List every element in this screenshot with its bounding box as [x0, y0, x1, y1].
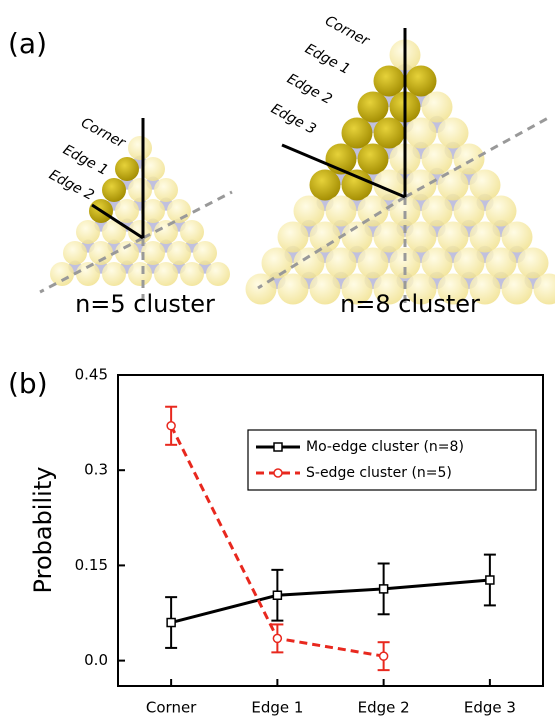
- sulfur-atom: [342, 170, 373, 201]
- sulfur-atom: [180, 262, 204, 286]
- sulfur-atom: [154, 262, 178, 286]
- sulfur-atom: [115, 199, 139, 223]
- sulfur-atom: [310, 274, 341, 305]
- sulfur-atom: [358, 248, 389, 279]
- sulfur-atom: [422, 92, 453, 123]
- sulfur-atom: [326, 196, 357, 227]
- sulfur-atom: [154, 178, 178, 202]
- sulfur-atom: [76, 220, 100, 244]
- sulfur-atom: [167, 241, 191, 265]
- sulfur-atom: [262, 248, 293, 279]
- panel-b: (b) 0.0 0.15 0.3 0.45 Corner Edge 1 Edge 2 Edge …: [8, 366, 543, 717]
- sulfur-atom: [518, 248, 549, 279]
- sulfur-atom: [115, 241, 139, 265]
- sulfur-atom: [502, 222, 533, 253]
- sulfur-atom: [167, 199, 191, 223]
- sulfur-atom: [141, 199, 165, 223]
- legend-label: Mo-edge cluster (n=8): [306, 439, 464, 455]
- sulfur-atom: [470, 170, 501, 201]
- marker: [273, 634, 281, 642]
- series-line: [171, 580, 490, 623]
- sulfur-atom: [310, 222, 341, 253]
- plot-frame: [118, 375, 543, 686]
- panel-label: (a): [8, 27, 47, 60]
- x-tick-label: Corner: [146, 699, 197, 717]
- y-tick-label: 0.0: [84, 651, 108, 669]
- marker: [273, 591, 281, 599]
- x-tick-label: Edge 1: [251, 699, 303, 717]
- y-tick-label: 0.15: [75, 556, 108, 574]
- y-axis-label: Probability: [29, 467, 57, 594]
- sulfur-atom: [374, 66, 405, 97]
- sulfur-atom: [470, 222, 501, 253]
- marker: [380, 585, 388, 593]
- site-label: Edge 2: [46, 167, 96, 204]
- panel-label: (b): [8, 367, 48, 400]
- sulfur-atom: [422, 196, 453, 227]
- sulfur-atom: [102, 178, 126, 202]
- x-tick-label: Edge 3: [464, 699, 516, 717]
- sulfur-atom: [180, 220, 204, 244]
- sulfur-atom: [406, 118, 437, 149]
- sulfur-atom: [141, 241, 165, 265]
- legend-label: S-edge cluster (n=5): [306, 465, 452, 481]
- sulfur-atom: [206, 262, 230, 286]
- y-tick-label: 0.45: [75, 366, 108, 384]
- sulfur-atom: [422, 248, 453, 279]
- cluster-caption: n=8 cluster: [340, 290, 480, 318]
- sulfur-atom: [406, 66, 437, 97]
- marker: [274, 469, 282, 477]
- sulfur-atom: [342, 118, 373, 149]
- sulfur-atom: [374, 222, 405, 253]
- sulfur-atom: [454, 196, 485, 227]
- sulfur-atom: [358, 144, 389, 175]
- marker: [274, 443, 282, 451]
- sulfur-atom: [422, 144, 453, 175]
- sulfur-atom: [358, 92, 389, 123]
- sulfur-atom: [326, 248, 357, 279]
- sulfur-atom: [102, 262, 126, 286]
- sulfur-atom: [193, 241, 217, 265]
- sulfur-atom: [278, 274, 309, 305]
- y-tick-label: 0.3: [84, 461, 108, 479]
- x-tick-label: Edge 2: [358, 699, 410, 717]
- sulfur-atom: [128, 178, 152, 202]
- sulfur-atom: [294, 248, 325, 279]
- site-label: Corner: [78, 115, 128, 152]
- sulfur-atom: [50, 262, 74, 286]
- site-label: Edge 3: [268, 101, 318, 138]
- sulfur-atom: [141, 157, 165, 181]
- sulfur-atom: [438, 170, 469, 201]
- marker: [380, 652, 388, 660]
- marker: [167, 422, 175, 430]
- site-label: Edge 2: [284, 71, 334, 108]
- sulfur-atom: [278, 222, 309, 253]
- sulfur-atom: [438, 222, 469, 253]
- sulfur-atom: [294, 196, 325, 227]
- sulfur-atom: [454, 144, 485, 175]
- sulfur-atom: [310, 170, 341, 201]
- sulfur-atom: [128, 262, 152, 286]
- marker: [167, 619, 175, 627]
- sulfur-atom: [486, 248, 517, 279]
- sulfur-atom: [63, 241, 87, 265]
- site-label: Corner: [322, 13, 372, 50]
- sulfur-atom: [486, 196, 517, 227]
- sulfur-atom: [406, 222, 437, 253]
- sulfur-atom: [438, 118, 469, 149]
- sulfur-atom: [374, 118, 405, 149]
- marker: [486, 576, 494, 584]
- figure: (a)CornerEdge 1Edge 2CornerEdge 1Edge 2E…: [0, 0, 555, 725]
- cluster-caption: n=5 cluster: [75, 290, 215, 318]
- sulfur-atom: [454, 248, 485, 279]
- sulfur-atom: [128, 136, 152, 160]
- sulfur-atom: [115, 157, 139, 181]
- sulfur-atom: [502, 274, 533, 305]
- site-label: Edge 1: [302, 41, 352, 78]
